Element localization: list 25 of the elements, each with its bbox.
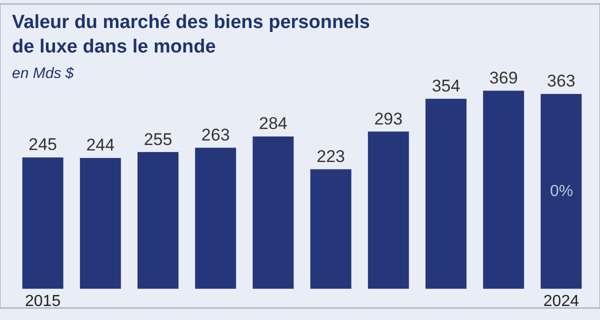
data-label: 363 (547, 72, 576, 91)
bar (194, 147, 237, 289)
bar (310, 168, 352, 289)
data-label: 354 (432, 76, 460, 96)
bar (482, 90, 525, 289)
annotation: 0% (550, 183, 574, 200)
chart-title: Valeur du marché des biens personnels de luxe dans le monde (12, 12, 370, 58)
data-label: 255 (144, 130, 172, 149)
x-tick-label: 2024 (543, 293, 580, 310)
bar (540, 93, 582, 289)
bar (79, 157, 122, 289)
bar (367, 131, 410, 289)
data-label: 293 (374, 109, 403, 128)
data-label: 245 (28, 135, 57, 154)
bar (22, 156, 64, 289)
data-label: 223 (316, 147, 345, 166)
data-label: 263 (201, 125, 230, 144)
data-label: 369 (489, 68, 518, 88)
data-label: 244 (86, 136, 115, 155)
bar (137, 152, 179, 289)
data-label: 284 (259, 114, 288, 134)
chart-subtitle: en Mds $ (12, 65, 74, 82)
bar (252, 136, 294, 289)
bar (425, 98, 467, 289)
x-tick-label: 2015 (25, 293, 61, 310)
